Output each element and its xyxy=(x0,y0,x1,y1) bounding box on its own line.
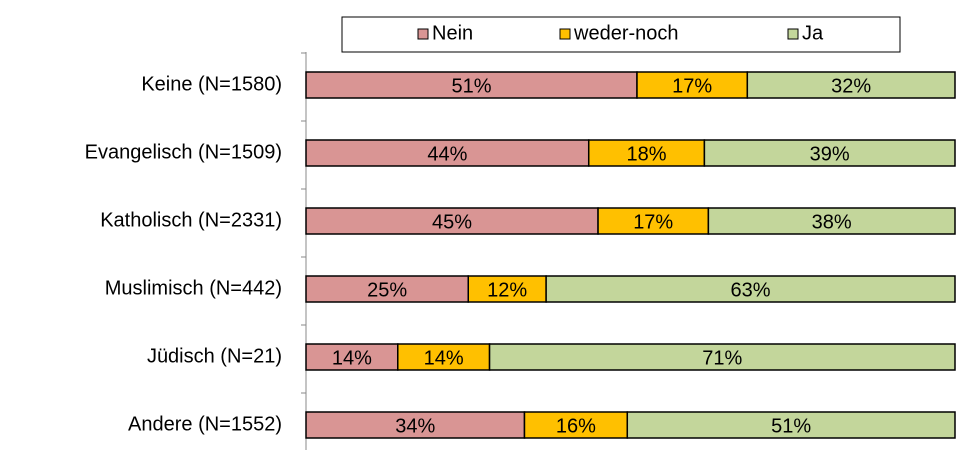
legend-swatch xyxy=(559,28,571,40)
bar-segment xyxy=(636,71,749,99)
value-label: 14% xyxy=(424,347,464,369)
category-label: Muslimisch (N=442) xyxy=(105,277,282,299)
bar-segment xyxy=(545,275,956,303)
value-label: 16% xyxy=(556,415,596,437)
category-label: Andere (N=1552) xyxy=(128,413,282,435)
legend-swatch xyxy=(417,28,429,40)
value-label: 14% xyxy=(332,347,372,369)
bar-segment xyxy=(597,207,710,235)
legend-label: Ja xyxy=(802,22,824,44)
bar-segment xyxy=(703,139,956,167)
value-label: 71% xyxy=(702,347,742,369)
bar-segment xyxy=(707,207,956,235)
legend-swatch xyxy=(787,28,799,40)
value-label: 51% xyxy=(451,75,491,97)
category-label: Katholisch (N=2331) xyxy=(100,209,282,231)
value-label: 12% xyxy=(487,279,527,301)
value-label: 38% xyxy=(812,211,852,233)
bar-segment xyxy=(305,343,399,371)
bar-segment xyxy=(305,411,526,439)
category-label: Keine (N=1580) xyxy=(141,73,282,95)
bar-segment xyxy=(746,71,956,99)
value-label: 51% xyxy=(771,415,811,437)
value-label: 25% xyxy=(367,279,407,301)
value-label: 44% xyxy=(427,143,467,165)
category-label: Jüdisch (N=21) xyxy=(147,345,282,367)
bar-segment xyxy=(488,343,956,371)
bar-segment xyxy=(587,139,706,167)
legend-label: Nein xyxy=(432,22,473,44)
value-label: 17% xyxy=(672,75,712,97)
legend-label: weder-noch xyxy=(573,22,679,44)
bar-segment xyxy=(626,411,956,439)
legend-box xyxy=(341,16,901,53)
category-label: Evangelisch (N=1509) xyxy=(85,141,282,163)
value-label: 18% xyxy=(627,143,667,165)
bar-segment xyxy=(305,139,590,167)
value-label: 39% xyxy=(810,143,850,165)
value-label: 45% xyxy=(432,211,472,233)
value-label: 63% xyxy=(731,279,771,301)
value-label: 32% xyxy=(831,75,871,97)
value-label: 17% xyxy=(633,211,673,233)
value-label: 34% xyxy=(395,415,435,437)
bar-segment xyxy=(305,275,469,303)
bar-segment xyxy=(305,71,638,99)
